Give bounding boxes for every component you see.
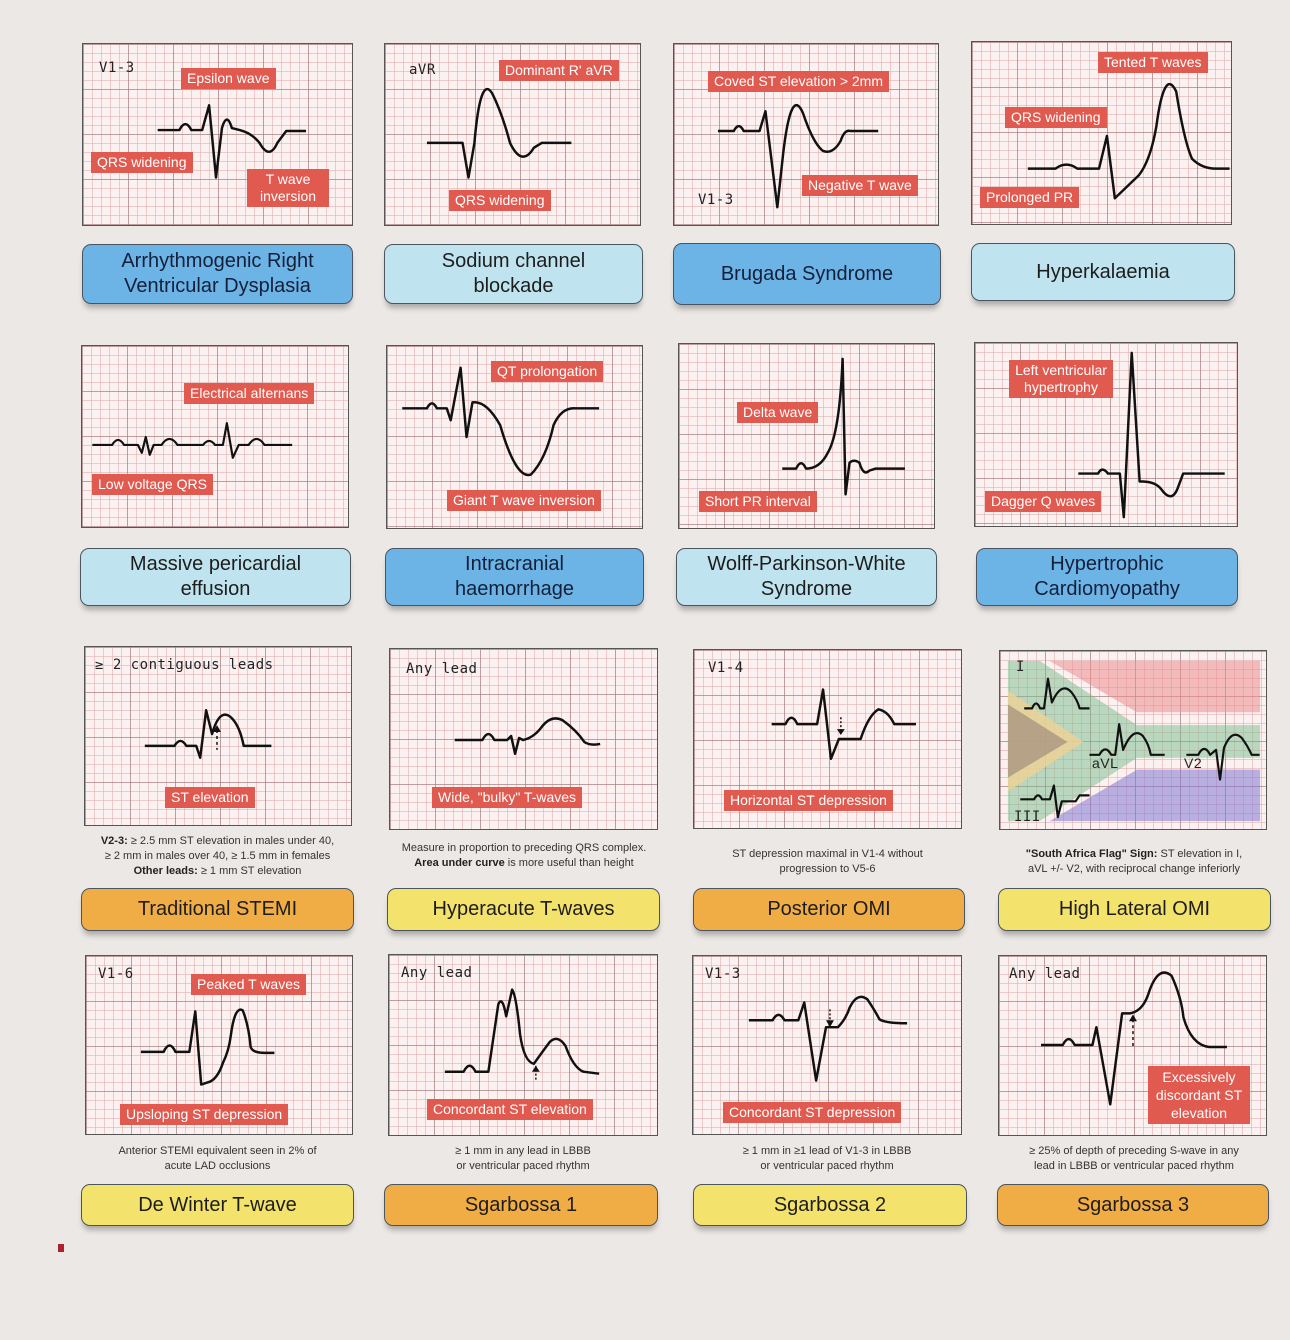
- red-mark-icon: [58, 1244, 64, 1252]
- ecg-trace: [144, 709, 272, 759]
- label-excessively-discordant-st-elevation: Excessively discordant ST elevation: [1148, 1066, 1250, 1124]
- label-t-wave-inversion: T wave inversion: [247, 169, 329, 207]
- title-sgarbossa-2[interactable]: Sgarbossa 2: [693, 1184, 967, 1226]
- note-traditional-stemi: V2-3: ≥ 2.5 mm ST elevation in males und…: [100, 835, 335, 877]
- lead-label: V1-3: [705, 966, 741, 982]
- title-sgarbossa-3[interactable]: Sgarbossa 3: [997, 1184, 1269, 1226]
- title-traditional-stemi[interactable]: Traditional STEMI: [81, 888, 354, 931]
- lead-label-iii: III: [1014, 809, 1041, 825]
- title-hypertrophic-cardiomyopathy[interactable]: Hypertrophic Cardiomyopathy: [976, 548, 1238, 606]
- lead-label: Any lead: [1009, 966, 1081, 982]
- label-dominant-r-avr: Dominant R' aVR: [499, 60, 619, 81]
- label-tented-t-waves: Tented T waves: [1098, 52, 1208, 73]
- lead-label: Any lead: [406, 661, 478, 677]
- label-qrs-widening: QRS widening: [1005, 107, 1107, 128]
- label-qt-prolongation: QT prolongation: [491, 361, 604, 382]
- label-low-voltage-qrs: Low voltage QRS: [92, 474, 213, 495]
- ecg-trace: [771, 688, 917, 761]
- ecg-trace: [92, 422, 293, 459]
- ecg-trace: [1027, 83, 1230, 200]
- ecg-strip-hcm: Left ventricular hypertrophy Dagger Q wa…: [974, 342, 1238, 527]
- note-sgarbossa-2: ≥ 1 mm in ≥1 lead of V1-3 in LBBB or ven…: [742, 1145, 912, 1172]
- note-high-lateral-omi: "South Africa Flag" Sign: ST elevation i…: [1025, 848, 1243, 875]
- ecg-strip-arvd: V1-3 Epsilon wave QRS widening T wave in…: [82, 43, 353, 226]
- ecg-trace: [782, 357, 905, 496]
- lead-label: aVR: [409, 62, 436, 78]
- ecg-strip-sodium-channel: aVR Dominant R' aVR QRS widening: [384, 43, 641, 226]
- label-delta-wave: Delta wave: [737, 402, 819, 423]
- ecg-trace: [454, 717, 601, 756]
- ecg-strip-traditional-stemi: ≥ 2 contiguous leads ST elevation: [84, 646, 352, 826]
- title-de-winter-t-wave[interactable]: De Winter T-wave: [81, 1184, 354, 1226]
- label-giant-t-wave-inversion: Giant T wave inversion: [447, 490, 601, 511]
- label-peaked-t-waves: Peaked T waves: [191, 974, 306, 995]
- title-wpw-syndrome[interactable]: Wolff-Parkinson-White Syndrome: [676, 548, 937, 606]
- title-intracranial-haemorrhage[interactable]: Intracranial haemorrhage: [385, 548, 644, 606]
- note-hyperacute-t: Measure in proportion to preceding QRS c…: [401, 842, 647, 869]
- title-arvd[interactable]: Arrhythmogenic Right Ventricular Dysplas…: [82, 244, 353, 304]
- label-horizontal-st-depression: Horizontal ST depression: [724, 790, 893, 811]
- label-left-ventricular-hypertrophy: Left ventricular hypertrophy: [1009, 360, 1113, 398]
- lead-label-v2: V2: [1184, 755, 1203, 771]
- lead-label-i: I: [1016, 659, 1025, 675]
- label-electrical-alternans: Electrical alternans: [184, 383, 315, 404]
- ecg-trace: [1041, 971, 1227, 1106]
- note-de-winter: Anterior STEMI equivalent seen in 2% of …: [118, 1145, 317, 1172]
- label-concordant-st-elevation: Concordant ST elevation: [427, 1099, 593, 1120]
- ecg-trace: [717, 104, 879, 209]
- label-st-elevation: ST elevation: [165, 787, 255, 808]
- lead-label: ≥ 2 contiguous leads: [95, 657, 274, 673]
- south-africa-flag-overlay: [1007, 660, 1261, 822]
- title-sodium-channel-blockade[interactable]: Sodium channel blockade: [384, 244, 643, 304]
- ecg-trace: [1020, 677, 1260, 819]
- note-posterior-omi: ST depression maximal in V1-4 without pr…: [732, 848, 923, 875]
- label-wide-bulky-t-waves: Wide, "bulky" T-waves: [432, 787, 583, 808]
- title-posterior-omi[interactable]: Posterior OMI: [693, 888, 965, 931]
- ecg-strip-high-lateral-omi: I aVL V2 III: [999, 650, 1267, 830]
- lead-label: V1-3: [698, 192, 734, 208]
- ecg-strip-sgarbossa-3: Any lead Excessively discordant ST eleva…: [998, 955, 1267, 1136]
- ecg-trace: [426, 87, 572, 179]
- title-hyperacute-t-waves[interactable]: Hyperacute T-waves: [387, 888, 660, 931]
- ecg-trace: [748, 995, 908, 1082]
- ecg-trace: [157, 104, 307, 179]
- label-prolonged-pr: Prolonged PR: [980, 187, 1080, 208]
- note-sgarbossa-3: ≥ 25% of depth of preceding S-wave in an…: [1029, 1145, 1239, 1172]
- ecg-strip-intracranial-haemorrhage: QT prolongation Giant T wave inversion: [386, 345, 643, 529]
- ecg-strip-brugada: V1-3 Coved ST elevation > 2mm Negative T…: [673, 43, 939, 226]
- label-dagger-q-waves: Dagger Q waves: [985, 491, 1102, 512]
- ecg-trace: [1078, 351, 1225, 519]
- label-upsloping-st-depression: Upsloping ST depression: [120, 1104, 289, 1125]
- ecg-trace: [444, 988, 600, 1082]
- title-hyperkalaemia[interactable]: Hyperkalaemia: [971, 243, 1235, 301]
- ecg-strip-sgarbossa-1: Any lead Concordant ST elevation: [388, 954, 658, 1136]
- ecg-strip-wpw: Delta wave Short PR interval: [678, 343, 935, 529]
- ecg-trace: [402, 366, 600, 477]
- lead-label: V1-4: [708, 660, 744, 676]
- label-epsilon-wave: Epsilon wave: [181, 68, 276, 89]
- label-concordant-st-depression: Concordant ST depression: [723, 1102, 902, 1123]
- ecg-strip-de-winter: V1-6 Peaked T waves Upsloping ST depress…: [85, 955, 353, 1135]
- lead-label: V1-3: [99, 60, 135, 76]
- ecg-strip-hyperacute-t: Any lead Wide, "bulky" T-waves: [389, 648, 658, 830]
- ecg-trace: [140, 1008, 275, 1086]
- label-qrs-widening: QRS widening: [449, 190, 551, 211]
- ecg-strip-sgarbossa-2: V1-3 Concordant ST depression: [692, 955, 962, 1135]
- label-short-pr-interval: Short PR interval: [699, 491, 817, 512]
- lead-label: Any lead: [401, 965, 473, 981]
- lead-label-avl: aVL: [1092, 755, 1119, 771]
- title-high-lateral-omi[interactable]: High Lateral OMI: [998, 888, 1271, 931]
- ecg-strip-posterior-omi: V1-4 Horizontal ST depression: [693, 649, 962, 829]
- title-massive-pericardial-effusion[interactable]: Massive pericardial effusion: [80, 548, 351, 606]
- label-negative-t-wave: Negative T wave: [802, 175, 918, 196]
- title-sgarbossa-1[interactable]: Sgarbossa 1: [384, 1184, 658, 1226]
- note-sgarbossa-1: ≥ 1 mm in any lead in LBBB or ventricula…: [455, 1145, 591, 1172]
- ecg-strip-pericardial-effusion: Electrical alternans Low voltage QRS: [81, 345, 349, 528]
- lead-label: V1-6: [98, 966, 134, 982]
- title-brugada-syndrome[interactable]: Brugada Syndrome: [673, 243, 941, 305]
- label-coved-st-elevation: Coved ST elevation > 2mm: [708, 71, 889, 92]
- ecg-strip-hyperkalaemia: Tented T waves QRS widening Prolonged PR: [971, 41, 1232, 225]
- label-qrs-widening: QRS widening: [91, 152, 193, 173]
